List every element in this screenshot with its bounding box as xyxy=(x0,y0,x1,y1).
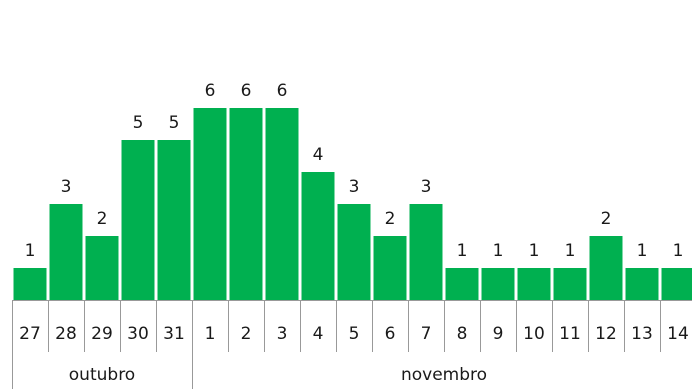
tick-label-31: 31 xyxy=(163,324,185,344)
data-label-27: 1 xyxy=(25,241,36,261)
bar-29 xyxy=(85,236,119,300)
data-label-4: 4 xyxy=(313,145,324,165)
month-labels: outubro novembro xyxy=(69,365,487,385)
bar-30 xyxy=(121,140,155,300)
bar-14 xyxy=(661,268,692,300)
bar-13 xyxy=(625,268,659,300)
tick-label-6: 6 xyxy=(385,324,396,344)
bar-12 xyxy=(589,236,623,300)
data-label-6: 2 xyxy=(385,209,396,229)
bar-2 xyxy=(229,108,263,300)
tick-label-11: 11 xyxy=(559,324,581,344)
tick-label-8: 8 xyxy=(457,324,468,344)
tick-label-10: 10 xyxy=(523,324,545,344)
bar-10 xyxy=(517,268,551,300)
data-label-10: 1 xyxy=(529,241,540,261)
data-label-11: 1 xyxy=(565,241,576,261)
data-label-30: 5 xyxy=(133,113,144,133)
data-label-3: 6 xyxy=(277,81,288,101)
tick-label-2: 2 xyxy=(241,324,252,344)
month-label-outubro: outubro xyxy=(69,365,135,385)
tick-label-9: 9 xyxy=(493,324,504,344)
tick-label-12: 12 xyxy=(595,324,617,344)
bar-6 xyxy=(373,236,407,300)
tick-label-3: 3 xyxy=(277,324,288,344)
tick-label-7: 7 xyxy=(421,324,432,344)
tick-label-29: 29 xyxy=(91,324,113,344)
tick-label-5: 5 xyxy=(349,324,360,344)
data-label-7: 3 xyxy=(421,177,432,197)
bar-11 xyxy=(553,268,587,300)
bar-7 xyxy=(409,204,443,300)
bar-3 xyxy=(265,108,299,300)
tick-label-4: 4 xyxy=(313,324,324,344)
month-label-novembro: novembro xyxy=(401,365,487,385)
bars-group xyxy=(13,108,692,300)
data-label-1: 6 xyxy=(205,81,216,101)
data-label-14: 1 xyxy=(673,241,684,261)
tick-label-27: 27 xyxy=(19,324,41,344)
data-labels-group: 1 3 2 5 5 6 6 6 4 3 2 3 1 1 1 1 2 1 1 xyxy=(25,81,684,261)
bar-27 xyxy=(13,268,47,300)
tick-label-1: 1 xyxy=(205,324,216,344)
data-label-9: 1 xyxy=(493,241,504,261)
tick-label-13: 13 xyxy=(631,324,653,344)
data-label-5: 3 xyxy=(349,177,360,197)
bar-4 xyxy=(301,172,335,300)
data-label-31: 5 xyxy=(169,113,180,133)
tick-label-14: 14 xyxy=(667,324,689,344)
data-label-2: 6 xyxy=(241,81,252,101)
bar-5 xyxy=(337,204,371,300)
bar-1 xyxy=(193,108,227,300)
x-axis xyxy=(12,300,692,389)
data-label-28: 3 xyxy=(61,177,72,197)
day-tick-labels: 27 28 29 30 31 1 2 3 4 5 6 7 8 9 10 11 12 13 14 xyxy=(19,324,689,344)
tick-label-30: 30 xyxy=(127,324,149,344)
bar-31 xyxy=(157,140,191,300)
tick-label-28: 28 xyxy=(55,324,77,344)
data-label-12: 2 xyxy=(601,209,612,229)
data-label-13: 1 xyxy=(637,241,648,261)
data-label-8: 1 xyxy=(457,241,468,261)
bar-8 xyxy=(445,268,479,300)
data-label-29: 2 xyxy=(97,209,108,229)
bar-28 xyxy=(49,204,83,300)
bar-9 xyxy=(481,268,515,300)
